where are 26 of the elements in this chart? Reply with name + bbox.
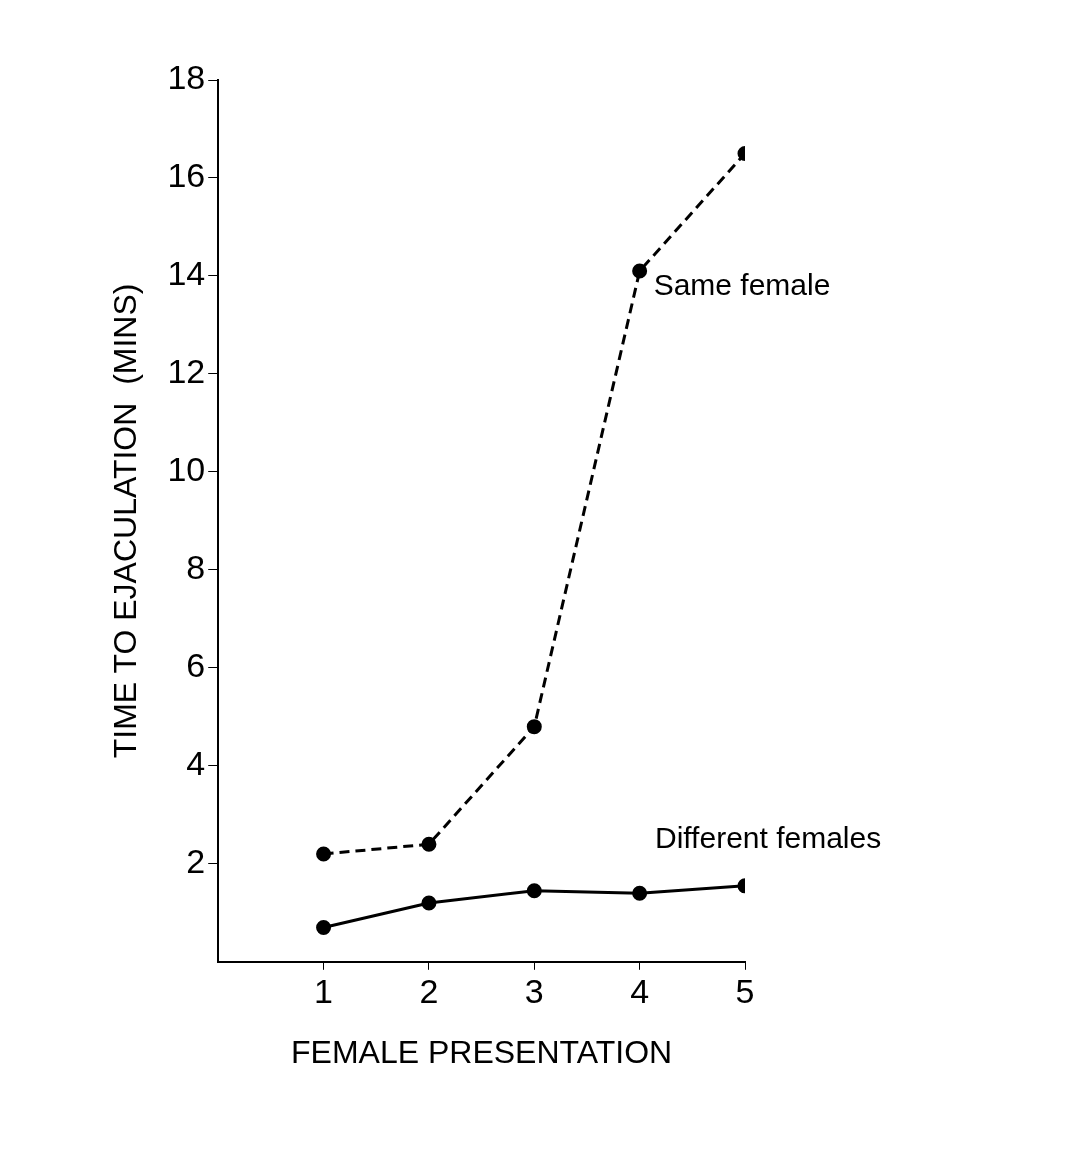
y-axis-title: TIME TO EJACULATION (MINS) — [107, 283, 144, 759]
x-tick-label: 5 — [735, 971, 755, 1010]
y-tick-label: 10 — [167, 450, 206, 489]
x-tick-label: 1 — [314, 971, 334, 1010]
y-tick-label: 8 — [186, 548, 206, 587]
y-tick-label: 18 — [167, 58, 206, 97]
point — [421, 836, 437, 852]
y-tick-label: 14 — [167, 254, 206, 293]
point — [316, 920, 332, 936]
y-tick-label: 4 — [186, 744, 206, 783]
y-tick-label: 16 — [167, 156, 206, 195]
x-tick-label: 2 — [419, 971, 439, 1010]
point — [421, 895, 437, 911]
y-tick-label: 12 — [167, 352, 206, 391]
series-label: Same female — [653, 268, 831, 302]
y-tick-label: 2 — [186, 842, 206, 881]
point — [526, 883, 542, 899]
point — [526, 719, 542, 735]
point — [632, 263, 648, 279]
x-tick-label: 4 — [630, 971, 650, 1010]
x-axis-title: FEMALE PRESENTATION — [291, 1033, 673, 1070]
y-tick-label: 6 — [186, 646, 206, 685]
series-label: Different females — [655, 821, 882, 855]
x-tick-label: 3 — [524, 971, 544, 1010]
point — [632, 885, 648, 901]
point — [316, 846, 332, 862]
